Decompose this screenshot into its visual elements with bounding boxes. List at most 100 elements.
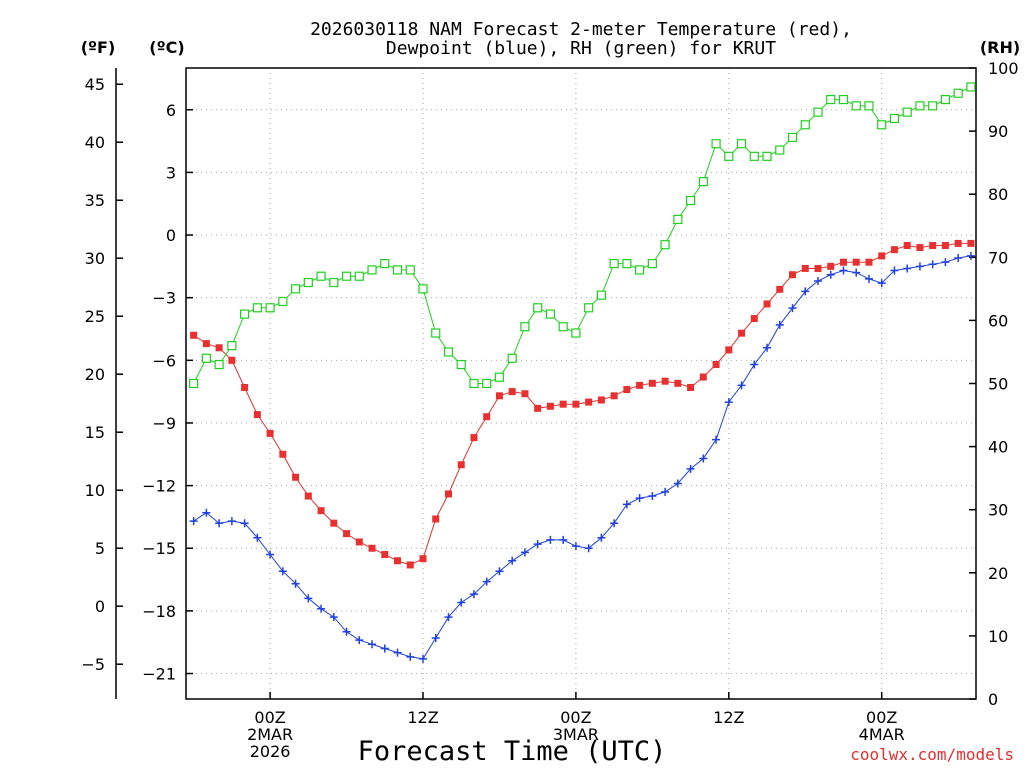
- data-point: [903, 264, 912, 273]
- data-point: [330, 519, 338, 527]
- x-axis-label: Forecast Time (UTC) coolwx.com/models: [358, 736, 1014, 767]
- data-point: [241, 383, 249, 391]
- data-point: [482, 577, 491, 586]
- data-point: [368, 640, 377, 649]
- data-point: [559, 400, 567, 408]
- data-point: [508, 388, 516, 396]
- fahrenheit-tick-label: 0: [95, 597, 105, 616]
- data-point: [253, 533, 262, 542]
- data-point: [380, 259, 390, 269]
- data-point: [508, 556, 517, 565]
- data-point: [916, 244, 924, 252]
- data-point: [954, 254, 963, 263]
- data-point: [827, 262, 835, 270]
- data-point: [329, 277, 339, 288]
- data-point: [278, 567, 287, 576]
- data-point: [940, 94, 951, 105]
- data-point: [546, 535, 555, 544]
- data-point: [585, 398, 593, 406]
- data-point: [788, 304, 797, 313]
- data-point: [343, 530, 351, 538]
- data-point: [661, 487, 670, 496]
- data-point: [469, 378, 479, 389]
- data-point: [712, 360, 720, 368]
- data-point: [775, 145, 785, 155]
- rh-tick-label: 100: [988, 59, 1019, 78]
- data-point: [839, 258, 847, 266]
- data-point: [648, 492, 657, 501]
- rh-tick-label: 20: [988, 564, 1008, 583]
- data-point: [877, 279, 886, 288]
- data-point: [571, 542, 580, 551]
- data-point: [954, 239, 962, 247]
- data-point: [444, 490, 452, 498]
- x-tick-label: 2MAR: [247, 725, 293, 744]
- data-point: [227, 341, 237, 351]
- data-point: [265, 303, 275, 313]
- data-point: [801, 264, 809, 272]
- data-point: [814, 264, 822, 272]
- data-point: [240, 519, 249, 528]
- unit-label-rh: (RH): [980, 38, 1020, 57]
- data-point: [393, 648, 402, 657]
- data-point: [215, 519, 224, 528]
- x-tick-label: 00Z: [254, 708, 285, 727]
- data-point: [967, 239, 975, 247]
- unit-label-celsius: (ºC): [149, 38, 184, 57]
- data-point: [189, 378, 199, 389]
- data-point: [534, 404, 542, 412]
- celsius-tick-label: −15: [142, 539, 176, 558]
- data-point: [290, 284, 301, 294]
- data-point: [444, 613, 453, 622]
- data-point: [776, 285, 784, 293]
- fahrenheit-tick-label: 35: [85, 191, 105, 210]
- data-point: [558, 322, 568, 332]
- data-point: [648, 379, 656, 387]
- series-2-meter-temperature: [190, 239, 975, 569]
- data-point: [597, 396, 605, 404]
- data-point: [190, 331, 198, 339]
- data-point: [890, 266, 899, 275]
- celsius-tick-label: −12: [142, 477, 176, 496]
- data-point: [775, 320, 784, 329]
- data-point: [789, 271, 797, 279]
- data-point: [494, 372, 505, 382]
- data-point: [814, 276, 822, 285]
- data-point: [380, 644, 389, 653]
- data-point: [966, 251, 975, 260]
- data-point: [941, 258, 950, 267]
- x-tick-label: 00Z: [560, 708, 591, 727]
- data-point: [367, 265, 377, 275]
- axis-unit-labels: (ºF) (ºC) (RH): [81, 38, 1020, 57]
- data-point: [915, 101, 925, 111]
- title-line-2: Dewpoint (blue), RH (green) for KRUT: [386, 38, 776, 59]
- data-point: [928, 260, 937, 269]
- data-point: [381, 551, 389, 559]
- data-point: [622, 500, 631, 509]
- data-point: [394, 557, 402, 565]
- data-point: [202, 340, 210, 348]
- data-point: [253, 411, 261, 419]
- data-point: [316, 271, 326, 281]
- data-point: [762, 151, 772, 161]
- data-point: [903, 241, 911, 249]
- data-point: [889, 113, 900, 124]
- data-point: [685, 195, 696, 206]
- data-point: [201, 353, 211, 363]
- data-point: [813, 107, 823, 117]
- data-point: [266, 550, 275, 559]
- fahrenheit-tick-label: 25: [85, 307, 105, 326]
- x-axis-title: Forecast Time (UTC): [358, 736, 667, 767]
- rh-tick-label: 70: [988, 248, 1008, 267]
- data-point: [559, 535, 568, 544]
- data-point: [252, 303, 262, 313]
- data-point: [405, 265, 415, 275]
- rh-tick-label: 30: [988, 501, 1008, 520]
- x-tick-label: 3MAR: [553, 725, 599, 744]
- data-point: [610, 392, 618, 400]
- data-point: [507, 353, 517, 363]
- fahrenheit-tick-label: 15: [85, 423, 105, 442]
- data-point: [636, 381, 644, 389]
- data-point: [877, 120, 887, 130]
